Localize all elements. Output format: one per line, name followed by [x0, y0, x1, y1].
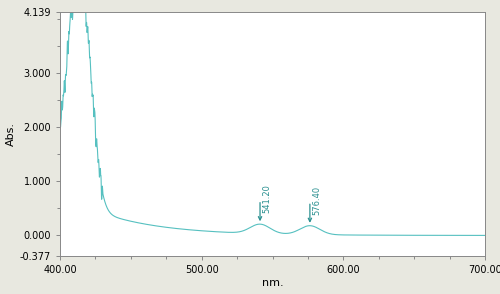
X-axis label: nm.: nm. [262, 278, 283, 288]
Y-axis label: Abs.: Abs. [6, 122, 16, 146]
Text: 541.20: 541.20 [262, 184, 271, 213]
Text: 576.40: 576.40 [312, 186, 321, 215]
